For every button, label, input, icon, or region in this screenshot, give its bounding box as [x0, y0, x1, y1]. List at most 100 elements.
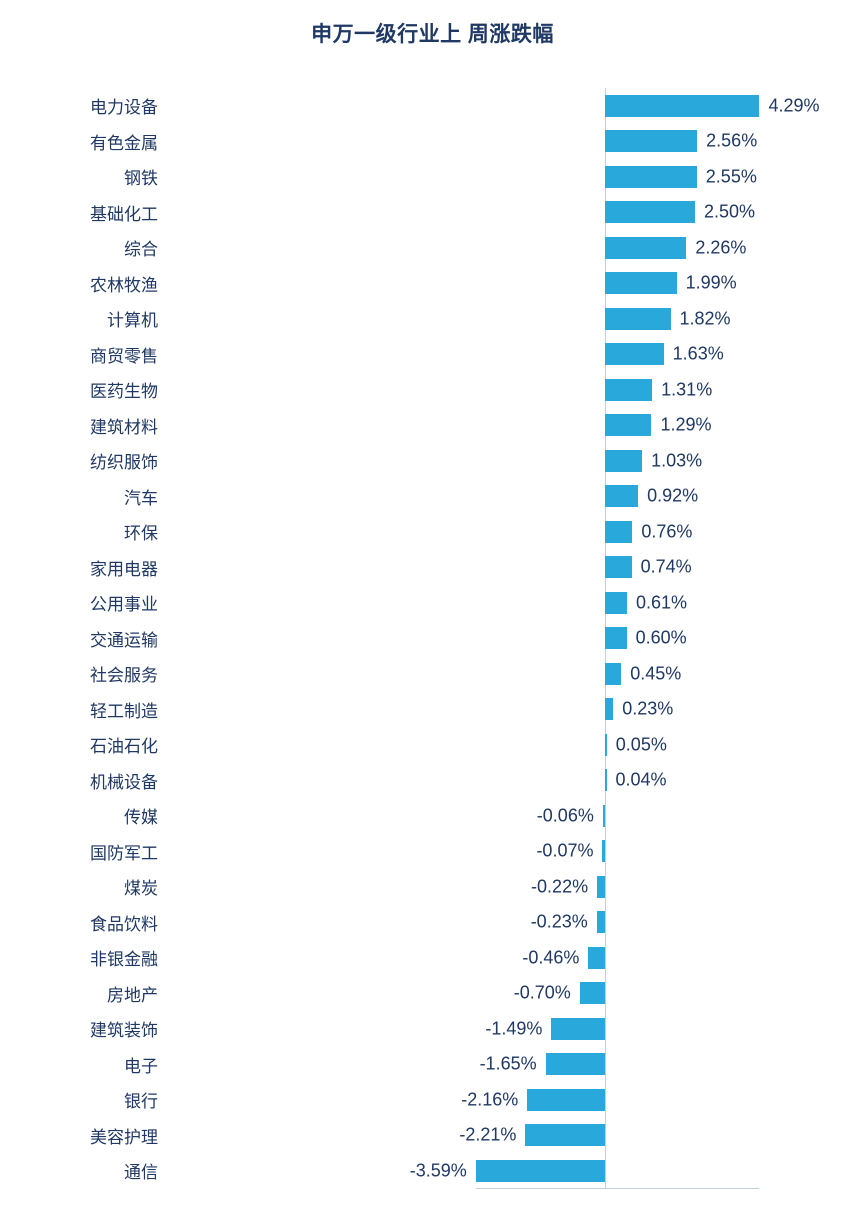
chart-row: 有色金属 2.56%: [0, 124, 865, 160]
value-label: 0.23%: [622, 698, 674, 719]
category-label: 房地产: [107, 985, 158, 1005]
row-plot: 0.23%: [160, 692, 865, 728]
chart-row: 银行 -2.16%: [0, 1082, 865, 1118]
chart-row: 食品饮料 -0.23%: [0, 905, 865, 941]
row-plot: -0.06%: [160, 798, 865, 834]
value-bar: [597, 875, 605, 898]
row-plot: -0.23%: [160, 905, 865, 941]
value-bar: [602, 804, 605, 827]
category-label: 电子: [124, 1056, 158, 1076]
value-label: 0.61%: [635, 592, 687, 613]
value-bar: [605, 307, 671, 330]
row-plot: -2.21%: [160, 1118, 865, 1154]
value-bar: [545, 1053, 605, 1076]
row-plot: -1.65%: [160, 1047, 865, 1083]
value-bar: [551, 1017, 605, 1040]
value-label: -2.16%: [461, 1089, 519, 1110]
category-label: 环保: [124, 524, 158, 544]
value-bar: [605, 201, 695, 224]
value-bar: [605, 94, 760, 117]
value-bar: [605, 414, 652, 437]
category-label: 有色金属: [90, 133, 158, 153]
chart-row: 非银金融 -0.46%: [0, 940, 865, 976]
row-plot: 0.76%: [160, 514, 865, 550]
chart-row: 建筑装饰 -1.49%: [0, 1011, 865, 1047]
value-label: -1.49%: [485, 1018, 543, 1039]
value-label: 2.55%: [705, 166, 757, 187]
chart-row: 基础化工 2.50%: [0, 195, 865, 231]
category-label: 交通运输: [90, 630, 158, 650]
value-label: 2.56%: [706, 130, 758, 151]
value-label: 1.99%: [685, 272, 737, 293]
chart-row: 商贸零售 1.63%: [0, 337, 865, 373]
category-label: 汽车: [124, 488, 158, 508]
value-bar: [475, 1159, 605, 1182]
value-label: 1.82%: [679, 308, 731, 329]
chart-row: 机械设备 0.04%: [0, 763, 865, 799]
chart-row: 社会服务 0.45%: [0, 656, 865, 692]
row-plot: -0.22%: [160, 869, 865, 905]
value-bar: [525, 1124, 605, 1147]
value-label: -0.07%: [536, 840, 594, 861]
chart-row: 汽车 0.92%: [0, 479, 865, 515]
value-label: 1.63%: [672, 343, 724, 364]
chart-row: 环保 0.76%: [0, 514, 865, 550]
value-label: -0.22%: [531, 876, 589, 897]
value-label: -0.46%: [522, 947, 580, 968]
category-label: 传媒: [124, 808, 158, 828]
chart-row: 综合 2.26%: [0, 230, 865, 266]
row-plot: -1.49%: [160, 1011, 865, 1047]
category-label: 石油石化: [90, 737, 158, 757]
row-plot: 1.63%: [160, 337, 865, 373]
value-bar: [605, 591, 627, 614]
value-bar: [605, 130, 698, 153]
chart-row: 医药生物 1.31%: [0, 372, 865, 408]
value-label: 0.74%: [640, 556, 692, 577]
category-label: 基础化工: [90, 204, 158, 224]
value-bar: [596, 911, 605, 934]
row-plot: -0.46%: [160, 940, 865, 976]
value-bar: [605, 378, 653, 401]
row-plot: -0.70%: [160, 976, 865, 1012]
row-plot: 0.05%: [160, 727, 865, 763]
category-label: 商贸零售: [90, 346, 158, 366]
category-label: 机械设备: [90, 772, 158, 792]
value-bar: [605, 272, 677, 295]
value-bar: [579, 982, 605, 1005]
row-plot: 0.74%: [160, 550, 865, 586]
chart-row: 电子 -1.65%: [0, 1047, 865, 1083]
category-label: 农林牧渔: [90, 275, 158, 295]
category-label: 家用电器: [90, 559, 158, 579]
category-label: 建筑装饰: [90, 1021, 158, 1041]
value-bar: [527, 1088, 605, 1111]
value-label: 0.92%: [647, 485, 699, 506]
chart-row: 传媒 -0.06%: [0, 798, 865, 834]
row-plot: 0.45%: [160, 656, 865, 692]
category-label: 综合: [124, 240, 158, 260]
row-plot: 2.56%: [160, 124, 865, 160]
value-label: 1.31%: [661, 379, 713, 400]
row-plot: 0.60%: [160, 621, 865, 657]
category-label: 通信: [124, 1163, 158, 1183]
category-label: 轻工制造: [90, 701, 158, 721]
category-label: 计算机: [107, 311, 158, 331]
value-bar: [605, 236, 687, 259]
category-label: 社会服务: [90, 666, 158, 686]
row-plot: 2.55%: [160, 159, 865, 195]
chart-row: 公用事业 0.61%: [0, 585, 865, 621]
value-bar: [602, 840, 605, 863]
category-label: 国防军工: [90, 843, 158, 863]
value-bar: [605, 627, 627, 650]
row-plot: -2.16%: [160, 1082, 865, 1118]
chart-row: 美容护理 -2.21%: [0, 1118, 865, 1154]
value-label: 0.60%: [635, 627, 687, 648]
row-plot: 2.26%: [160, 230, 865, 266]
category-label: 电力设备: [90, 98, 158, 118]
value-bar: [605, 698, 614, 721]
value-bar: [588, 946, 605, 969]
row-plot: 0.92%: [160, 479, 865, 515]
chart-row: 电力设备 4.29%: [0, 88, 865, 124]
chart-row: 建筑材料 1.29%: [0, 408, 865, 444]
row-plot: 2.50%: [160, 195, 865, 231]
value-bar: [605, 556, 632, 579]
